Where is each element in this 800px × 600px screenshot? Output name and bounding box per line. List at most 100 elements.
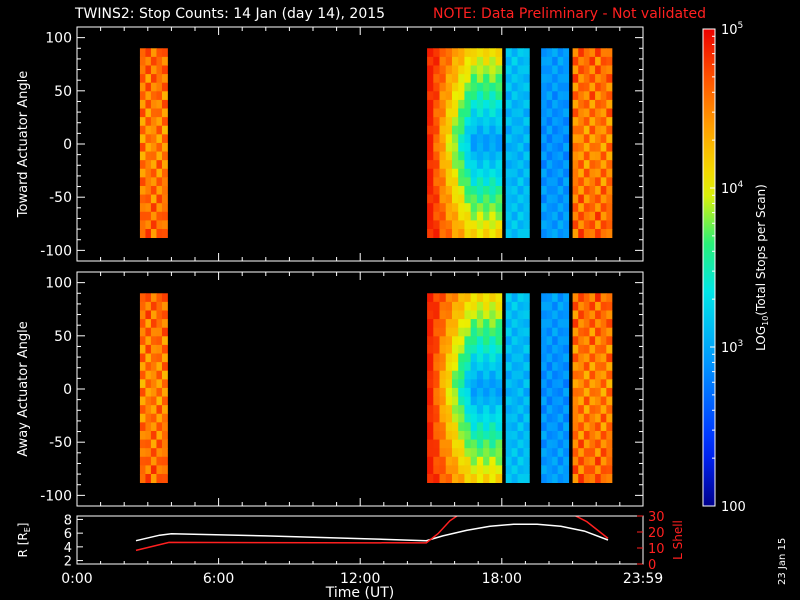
spectrogram-cell [563, 456, 570, 466]
y-tick-label: -50 [49, 435, 72, 451]
spectrogram-block [541, 293, 570, 483]
spectrogram-cell [476, 99, 484, 109]
spectrogram-cell [523, 344, 530, 354]
spectrogram-cell [433, 194, 440, 204]
spectrogram-cell [595, 362, 602, 372]
spectrogram-cell [139, 108, 146, 118]
spectrogram-cell [546, 82, 553, 92]
spectrogram-cell [606, 168, 613, 178]
spectrogram-cell [445, 473, 453, 483]
spectrogram-cell [589, 117, 596, 127]
spectrogram-cell [445, 168, 453, 178]
spectrogram-cell [433, 160, 440, 170]
spectrogram-cell [583, 108, 590, 118]
spectrogram-cell [439, 211, 447, 221]
spectrogram-cell [541, 456, 548, 466]
spectrogram-cell [427, 405, 434, 415]
spectrogram-cell [557, 91, 564, 101]
spectrogram-cell [150, 220, 157, 230]
spectrogram-cell [523, 405, 530, 415]
spectrogram-cell [541, 448, 548, 458]
spectrogram-cell [445, 65, 453, 75]
spectrogram-cell [483, 336, 490, 346]
spectrogram-cell [557, 456, 564, 466]
spectrogram-cell [557, 353, 564, 363]
spectrogram-cell [572, 160, 579, 170]
spectrogram-cell [505, 82, 513, 92]
spectrogram-cell [451, 65, 459, 75]
spectrogram-cell [595, 177, 602, 187]
spectrogram-cell [572, 405, 579, 415]
spectrogram-cell [150, 430, 157, 440]
spectrogram-cell [489, 336, 496, 346]
spectrogram-cell [476, 310, 484, 320]
spectrogram-cell [445, 293, 453, 303]
spectrogram-cell [578, 168, 585, 178]
spectrogram-cell [572, 48, 579, 58]
spectrogram-cell [600, 456, 607, 466]
spectrogram-cell [150, 327, 157, 337]
spectrogram-cell [517, 82, 524, 92]
spectrogram-cell [606, 203, 613, 213]
spectrogram-cell [451, 168, 459, 178]
spectrogram-cell [563, 48, 570, 58]
spectrogram-cell [427, 194, 434, 204]
spectrogram-cell [495, 74, 503, 84]
spectrogram-cell [476, 125, 484, 135]
spectrogram-cell [458, 203, 465, 213]
spectrogram-cell [511, 362, 518, 372]
spectrogram-cell [589, 448, 596, 458]
spectrogram-cell [161, 82, 168, 92]
spectrogram-cell [139, 82, 146, 92]
spectrogram-cell [139, 405, 146, 415]
spectrogram-cell [583, 430, 590, 440]
spectrogram-cell [595, 160, 602, 170]
spectrogram-cell [595, 413, 602, 423]
spectrogram-cell [451, 117, 459, 127]
spectrogram-cell [464, 91, 472, 101]
spectrogram-cell [439, 82, 447, 92]
spectrogram-cell [600, 203, 607, 213]
spectrogram-cell [600, 228, 607, 238]
spectrogram-cell [606, 82, 613, 92]
spectrogram-cell [150, 379, 157, 389]
spectrogram-cell [572, 177, 579, 187]
spectrogram-cell [541, 203, 548, 213]
spectrogram-cell [589, 301, 596, 311]
spectrogram-cell [541, 473, 548, 483]
spectrogram-cell [161, 301, 168, 311]
spectrogram-cell [523, 91, 530, 101]
spectrogram-cell [552, 185, 559, 195]
spectrogram-cell [489, 168, 496, 178]
spectrogram-cell [546, 203, 553, 213]
spectrogram-cell [433, 413, 440, 423]
spectrogram-cell [505, 91, 513, 101]
spectrogram-cell [161, 456, 168, 466]
spectrogram-cell [445, 142, 453, 152]
spectrogram-cell [552, 379, 559, 389]
spectrogram-cell [156, 370, 163, 380]
spectrogram-cell [552, 362, 559, 372]
spectrogram-cell [445, 211, 453, 221]
spectrogram-cell [476, 396, 484, 406]
spectrogram-cell [156, 91, 163, 101]
spectrogram-cell [458, 220, 465, 230]
spectrogram-cell [470, 168, 478, 178]
spectrogram-cell [464, 228, 472, 238]
spectrogram-cell [433, 108, 440, 118]
spectrogram-cell [523, 228, 530, 238]
spectrogram-cell [552, 456, 559, 466]
spectrogram-cell [458, 134, 465, 144]
spectrogram-cell [445, 327, 453, 337]
spectrogram-cell [583, 177, 590, 187]
spectrogram-cell [511, 456, 518, 466]
spectrogram-cell [511, 82, 518, 92]
spectrogram-cell [495, 430, 503, 440]
spectrogram-cell [476, 387, 484, 397]
spectrogram-cell [483, 117, 490, 127]
spectrogram-cell [572, 319, 579, 329]
spectrogram-cell [523, 319, 530, 329]
spectrogram-cell [541, 151, 548, 161]
colorbar [702, 28, 716, 507]
spectrogram-cell [600, 194, 607, 204]
